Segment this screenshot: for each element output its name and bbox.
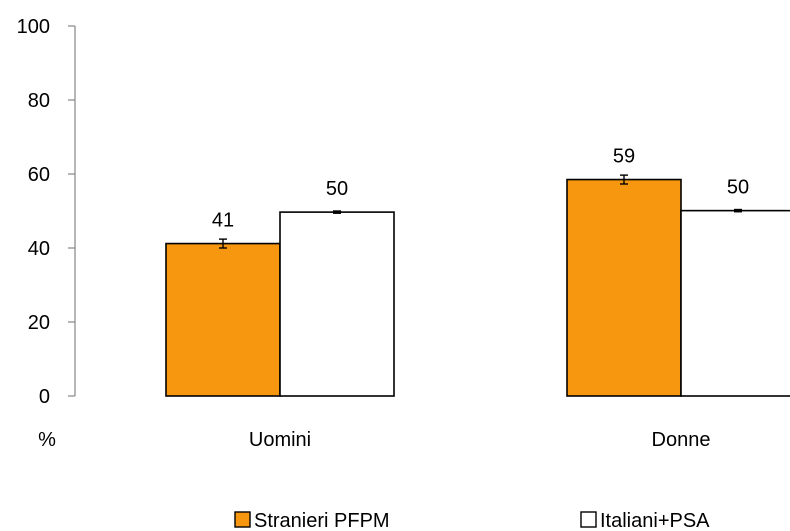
x-category-label: Donne (652, 429, 711, 451)
legend-label: Italiani+PSA (600, 510, 710, 531)
y-tick-label: 40 (28, 238, 50, 260)
x-category-label: Uomini (249, 429, 311, 451)
data-label: 41 (212, 210, 234, 232)
y-tick-label: 20 (28, 312, 50, 334)
y-tick-label: 0 (39, 386, 50, 408)
legend-swatch (580, 511, 597, 528)
y-tick-label: 60 (28, 164, 50, 186)
y-tick-label: 100 (17, 16, 50, 38)
data-labels: 41 50 59 50 (212, 146, 749, 232)
data-label: 50 (727, 177, 749, 199)
data-label: 59 (613, 146, 635, 168)
bar-italiani-donne (680, 209, 790, 397)
axes: 0 20 40 60 80 100 Uomini Donne (17, 16, 711, 451)
data-label: 50 (326, 178, 348, 200)
legend: Stranieri PFPM Italiani+PSA (234, 510, 710, 531)
y-tick-label: 80 (28, 90, 50, 112)
bar-italiani-uomini (279, 211, 395, 397)
legend-label: Stranieri PFPM (254, 510, 390, 531)
bars (165, 174, 790, 397)
y-axis-label: % (38, 429, 56, 451)
legend-swatch (234, 511, 251, 528)
bar-stranieri-donne (566, 178, 682, 397)
bar-stranieri-uomini (165, 242, 281, 397)
